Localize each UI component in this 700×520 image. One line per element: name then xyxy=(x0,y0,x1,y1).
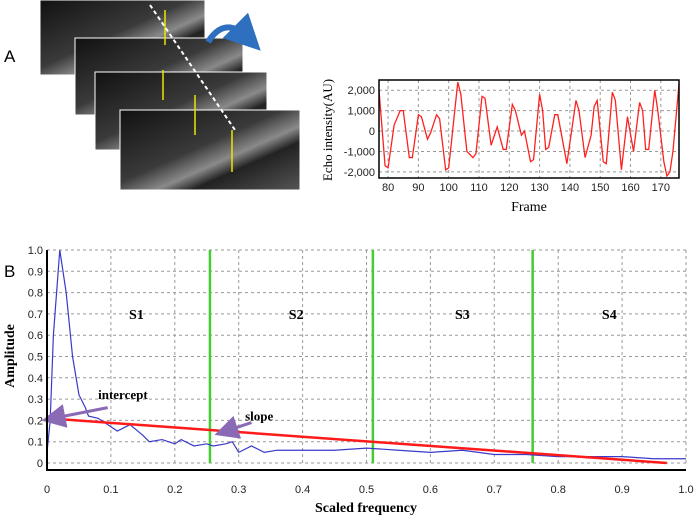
y-tick-label: 0.4 xyxy=(28,373,43,385)
y-tick-label: 0.6 xyxy=(28,330,43,342)
y-axis-title: Echo intensity(AU) xyxy=(320,79,335,181)
x-axis-title: Frame xyxy=(511,200,547,215)
y-tick-label: 1.0 xyxy=(28,245,43,257)
ultrasound-frames xyxy=(39,0,301,191)
x-tick-label: 170 xyxy=(652,182,670,194)
x-tick-label: 160 xyxy=(621,182,639,194)
y-tick-label: 0 xyxy=(369,126,375,138)
y-tick-label: 0.1 xyxy=(28,437,43,449)
x-tick-label: 0.5 xyxy=(359,484,374,496)
segment-label: S2 xyxy=(289,308,304,323)
x-tick-label: 150 xyxy=(591,182,609,194)
slope-arrow-icon xyxy=(214,415,252,439)
x-tick-label: 130 xyxy=(530,182,548,194)
x-tick-label: 110 xyxy=(470,182,488,194)
x-tick-label: 0.8 xyxy=(551,484,566,496)
x-tick-label: 100 xyxy=(440,182,458,194)
y-tick-label: 0.2 xyxy=(28,415,43,427)
x-tick-label: 120 xyxy=(500,182,518,194)
x-tick-label: 80 xyxy=(382,182,394,194)
y-tick-label: 0.8 xyxy=(28,288,43,300)
y-tick-label: -2,000 xyxy=(344,167,375,179)
x-tick-label: 0.4 xyxy=(295,484,310,496)
plot-area xyxy=(379,80,679,178)
segment-label: S1 xyxy=(129,308,144,323)
curved-arrow-icon xyxy=(205,12,261,51)
segment-label: S4 xyxy=(602,308,617,323)
x-tick-label: 0.9 xyxy=(614,484,629,496)
y-tick-label: 0.9 xyxy=(28,266,43,278)
x-axis-title: Scaled frequency xyxy=(315,501,417,516)
x-tick-label: 0.7 xyxy=(487,484,502,496)
x-tick-label: 0 xyxy=(44,484,50,496)
x-tick-label: 90 xyxy=(412,182,424,194)
axis-frame xyxy=(46,250,686,471)
x-tick-label: 140 xyxy=(561,182,579,194)
echo-series-line xyxy=(378,81,680,178)
y-tick-label: 0.3 xyxy=(28,394,43,406)
x-tick-label: 0.2 xyxy=(167,484,182,496)
x-tick-label: 0.1 xyxy=(103,484,118,496)
ultrasound-frame-4 xyxy=(119,109,301,191)
segment-label: S3 xyxy=(455,308,470,323)
y-tick-label: 0 xyxy=(37,458,43,470)
echo-intensity-chart: 80 90 100 110 120 130 140 150 160 170 2,000 1,000 0 -… xyxy=(320,79,680,215)
annotation-label: intercept xyxy=(98,387,148,402)
plot-frame xyxy=(378,79,680,179)
y-tick-label: -1,000 xyxy=(344,146,375,158)
y-tick-label: 0.7 xyxy=(28,309,43,321)
intercept-arrow-icon xyxy=(41,404,108,428)
spectrum-chart: 0 0.1 0.2 0.3 0.4 0.5 0.6 0.7 0.8 0.9 1.0 0 0.1 0.2 0.… xyxy=(3,245,694,516)
panel-label-b: B xyxy=(4,262,15,281)
spectrum-series-line xyxy=(46,249,686,460)
y-axis-title: Amplitude xyxy=(3,324,18,388)
x-tick-label: 0.3 xyxy=(231,484,246,496)
panel-label-a: A xyxy=(4,47,16,66)
linear-fit-line xyxy=(46,417,667,465)
y-tick-label: 0.5 xyxy=(28,352,43,364)
x-tick-label: 0.6 xyxy=(423,484,438,496)
y-tick-label: 1,000 xyxy=(347,106,375,118)
x-tick-label: 1.0 xyxy=(678,484,693,496)
y-tick-label: 2,000 xyxy=(347,85,375,97)
annotation-label: slope xyxy=(245,408,273,423)
